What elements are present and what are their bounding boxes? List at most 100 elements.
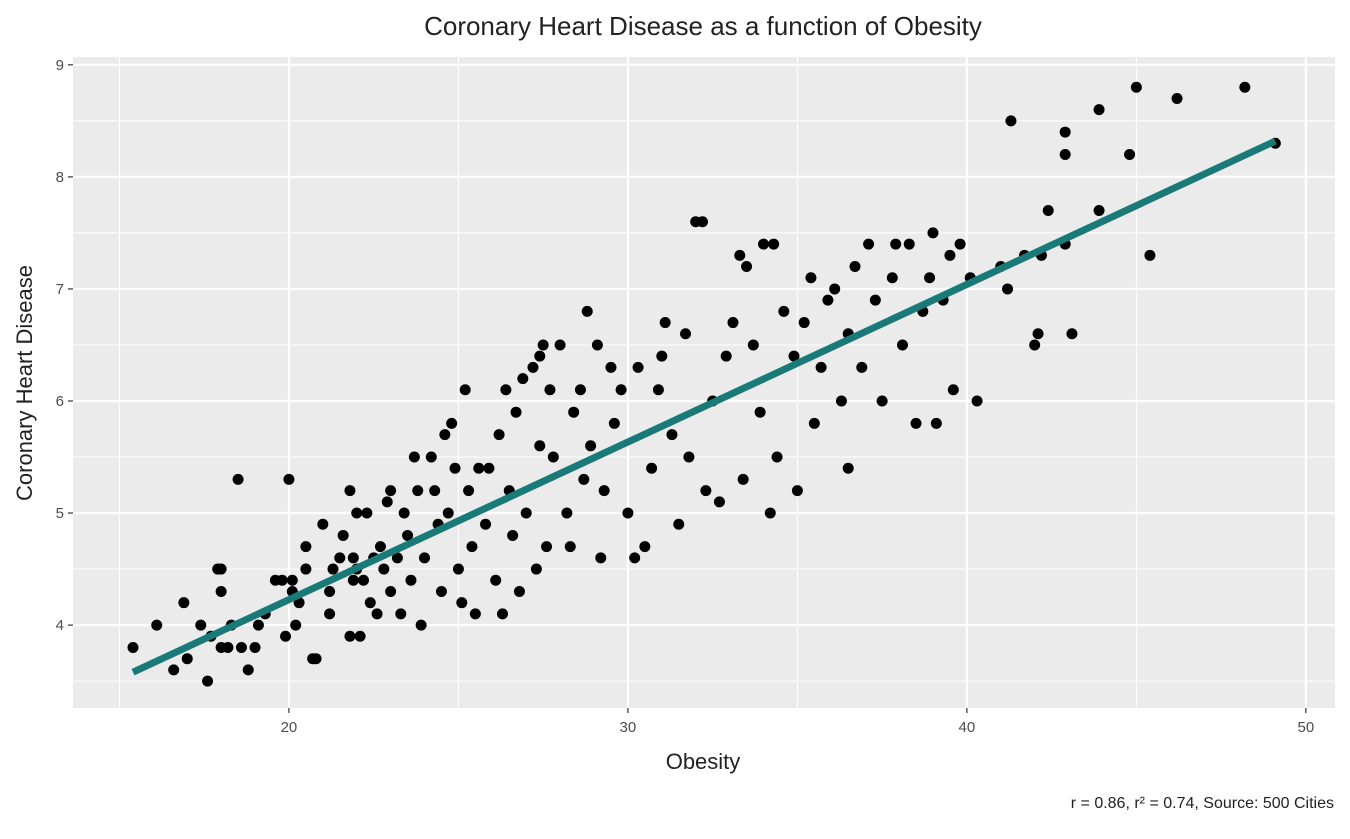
point	[408, 451, 420, 463]
point	[391, 552, 403, 564]
point	[1066, 328, 1078, 340]
point	[361, 507, 373, 519]
point	[683, 451, 695, 463]
point	[344, 485, 356, 497]
point	[1005, 115, 1017, 127]
point	[564, 541, 576, 553]
point	[317, 518, 329, 530]
caption: r = 0.86, r² = 0.74, Source: 500 Cities	[1071, 795, 1334, 812]
point	[771, 451, 783, 463]
point	[547, 451, 559, 463]
point	[798, 317, 810, 329]
point	[496, 608, 508, 620]
point	[1144, 249, 1156, 261]
point	[459, 384, 471, 396]
point	[242, 664, 254, 676]
point	[517, 373, 529, 385]
point	[452, 563, 464, 575]
point	[222, 641, 234, 653]
point	[541, 541, 553, 553]
chart-title: Coronary Heart Disease as a function of …	[424, 11, 982, 41]
point	[737, 473, 749, 485]
point	[374, 541, 386, 553]
point	[537, 339, 549, 351]
trend-line	[131, 137, 1277, 676]
point	[696, 216, 708, 228]
point	[527, 361, 539, 373]
point	[561, 507, 573, 519]
point	[351, 507, 363, 519]
point	[574, 384, 586, 396]
point	[757, 238, 769, 250]
point	[554, 339, 566, 351]
point	[727, 317, 739, 329]
point	[713, 496, 725, 508]
point	[598, 485, 610, 497]
point	[337, 529, 349, 541]
point	[290, 619, 302, 631]
x-tick-label: 40	[959, 719, 976, 736]
point	[808, 417, 820, 429]
point	[585, 440, 597, 452]
point	[500, 384, 512, 396]
point	[835, 395, 847, 407]
y-axis-label: Coronary Heart Disease	[12, 265, 37, 501]
point	[869, 294, 881, 306]
point	[632, 361, 644, 373]
point	[778, 305, 790, 317]
point	[347, 574, 359, 586]
point	[534, 440, 546, 452]
point	[469, 608, 481, 620]
point	[666, 429, 678, 441]
point	[347, 552, 359, 564]
point	[1029, 339, 1041, 351]
point	[1059, 148, 1071, 160]
point	[659, 317, 671, 329]
point	[1093, 205, 1105, 217]
point	[419, 552, 431, 564]
point	[629, 552, 641, 564]
point	[127, 641, 139, 653]
point	[286, 574, 298, 586]
point	[1059, 126, 1071, 138]
point	[768, 238, 780, 250]
point	[568, 406, 580, 418]
point	[910, 417, 922, 429]
point	[324, 608, 336, 620]
point	[398, 507, 410, 519]
point	[493, 429, 505, 441]
x-axis-label: Obesity	[666, 749, 741, 774]
point	[235, 641, 247, 653]
point	[591, 339, 603, 351]
point	[364, 597, 376, 609]
point	[283, 473, 295, 485]
point	[747, 339, 759, 351]
point	[890, 238, 902, 250]
point	[466, 541, 478, 553]
point	[720, 350, 732, 362]
point	[944, 249, 956, 261]
point	[480, 518, 492, 530]
point	[971, 395, 983, 407]
point	[876, 395, 888, 407]
point	[1124, 148, 1136, 160]
point	[513, 585, 525, 597]
point	[300, 541, 312, 553]
point	[673, 518, 685, 530]
point	[805, 272, 817, 284]
point	[608, 417, 620, 429]
point	[425, 451, 437, 463]
point	[439, 429, 451, 441]
point	[449, 462, 461, 474]
point	[903, 238, 915, 250]
point	[680, 328, 692, 340]
point	[473, 462, 485, 474]
point	[615, 384, 627, 396]
point	[215, 563, 227, 575]
point	[544, 384, 556, 396]
point	[490, 574, 502, 586]
point	[202, 675, 214, 687]
point	[344, 630, 356, 642]
point	[371, 608, 383, 620]
